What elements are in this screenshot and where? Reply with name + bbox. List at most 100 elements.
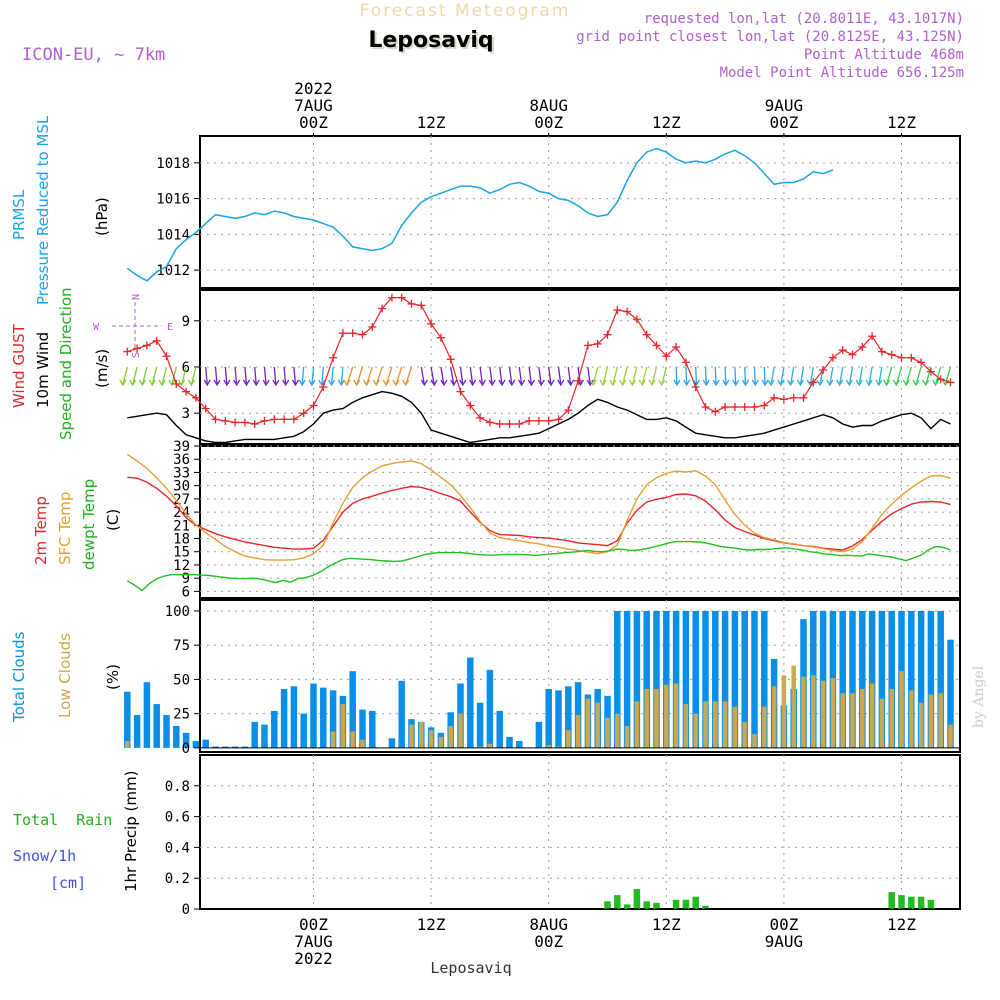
wind-dir-arrow: [895, 366, 903, 386]
wind-dir-arrow: [724, 366, 727, 386]
low-clouds-bar: [928, 694, 934, 748]
model-altitude: Model Point Altitude 656.125m: [720, 65, 964, 81]
wind-dir-arrow: [695, 366, 698, 386]
low-clouds-bar: [742, 721, 747, 748]
credit-watermark: by Angel: [971, 665, 987, 728]
wind-dir-arrowhead: [158, 379, 166, 387]
wind-dir-arrow: [214, 366, 218, 386]
precip-bar: [672, 899, 680, 909]
low-clouds-bar: [409, 724, 414, 748]
low-clouds-bar: [918, 702, 924, 748]
wind-dir-arrowhead: [262, 379, 270, 387]
wind-dir-arrow: [885, 366, 893, 386]
low-clouds-bar: [869, 683, 875, 748]
wind-dir-arrowhead: [567, 379, 575, 387]
total-clouds-bar: [888, 610, 895, 748]
total-clouds-bar: [633, 610, 641, 748]
temp-unit-label: (C): [104, 509, 122, 531]
wind-dir-arrowhead: [931, 379, 940, 387]
y-tick-label: 0: [182, 741, 190, 757]
wind-dir-arrowhead: [673, 379, 681, 387]
wind-dir-arrowhead: [658, 379, 666, 387]
y-tick-label: 21: [173, 518, 190, 534]
wind-dir-arrow: [459, 366, 464, 386]
wind-dir-arrow: [714, 366, 717, 386]
wind-dir-arrowhead: [527, 379, 535, 387]
compass-n: N: [131, 294, 142, 300]
wind-dir-arrow: [944, 366, 952, 386]
wind-dir-arrow: [161, 366, 168, 386]
precip-bar: [633, 888, 641, 909]
wind-dir-arrowhead: [619, 379, 627, 387]
wind-dir-arrowhead: [372, 379, 380, 387]
wind-panel: 369 Wind GUST 10m Wind Speed and Directi…: [10, 287, 961, 445]
wind-dir-arrow: [538, 366, 542, 386]
bottom-axis-label: 00Z: [769, 915, 798, 934]
low-clouds-bar: [605, 717, 610, 748]
low-clouds-bar: [811, 675, 816, 748]
low-clouds-bar: [938, 693, 943, 748]
wind-dir-arrow: [567, 366, 572, 386]
precip-bar: [614, 895, 621, 909]
bottom-axis-label: 2022: [294, 949, 333, 968]
total-clouds-bar: [555, 690, 562, 748]
wind-dir-arrow: [205, 366, 208, 386]
wind-dir-arrowhead: [912, 379, 920, 387]
total-clouds-bar: [192, 741, 200, 748]
wind-dir-arrowhead: [537, 379, 545, 387]
wind-dir-arrowhead: [308, 379, 316, 387]
precip-bar: [682, 899, 690, 909]
wind-dir-arrowhead: [337, 379, 345, 387]
compass-w: W: [93, 322, 100, 333]
wind-dir-arrow: [244, 366, 248, 386]
wind-dir-arrowhead: [845, 379, 853, 387]
wind-dir-arrow: [224, 366, 228, 386]
y-tick-label: 1014: [156, 227, 190, 243]
wind-dir-arrowhead: [836, 379, 844, 387]
low-clouds-bar: [330, 731, 336, 748]
y-tick-label: 27: [173, 492, 190, 508]
total-clouds-bar: [506, 736, 513, 748]
snow-unit-label: [cm]: [50, 874, 86, 892]
wind-dir-arrow: [934, 366, 942, 386]
wind-dir-arrowhead: [469, 379, 477, 387]
low-clouds-bar: [820, 680, 826, 748]
top-axis-label: 7AUG: [294, 96, 333, 115]
pressure-msl-label: Pressure Reduced to MSL: [34, 115, 52, 305]
wind-dir-arrow: [180, 366, 187, 386]
wind-dir-arrowhead: [648, 379, 656, 387]
model-label: ICON-EU, ~ 7km: [22, 45, 165, 65]
total-clouds-bar: [476, 702, 484, 748]
requested-coords: requested lon,lat (20.8011E, 43.1017N): [644, 11, 964, 27]
total-clouds-bar: [173, 725, 180, 748]
y-tick-label: 33: [173, 465, 190, 481]
low-clouds-bar: [340, 704, 346, 748]
wind-dir-arrow: [780, 366, 785, 386]
wind-dir-arrowhead: [233, 379, 241, 387]
low-clouds-bar: [771, 686, 777, 748]
total-clouds-bar: [222, 746, 229, 748]
low-clouds-bar: [791, 665, 796, 748]
low-clouds-bar: [428, 730, 434, 748]
low-clouds-bar: [419, 721, 424, 748]
precip-panel: 0 0.2 0.4 0.6 0.8 Total Rain Snow/1h [cm] 1h…: [13, 754, 961, 918]
wind-dir-arrowhead: [777, 379, 785, 387]
wind-dir-arrowhead: [119, 379, 127, 387]
wind-dir-arrowhead: [242, 379, 251, 387]
total-clouds-bar: [329, 690, 337, 748]
low-clouds-bar: [575, 715, 581, 748]
wind-dir-arrow: [858, 366, 863, 386]
wind-dir-arrowhead: [508, 379, 516, 387]
wind-10m-label: 10m Wind: [34, 332, 52, 408]
top-axis-label: 12Z: [417, 113, 446, 132]
wind-dir-arrow: [122, 366, 128, 386]
wind-dir-arrowhead: [796, 379, 804, 387]
low-clouds-bar: [889, 689, 894, 748]
wind-dir-arrow: [365, 366, 373, 386]
wind-dir-arrowhead: [751, 379, 759, 387]
wind-dir-arrowhead: [855, 379, 863, 387]
total-clouds-bar: [908, 610, 915, 748]
total-clouds-bar: [212, 746, 219, 748]
wind-dir-arrow: [293, 366, 297, 386]
